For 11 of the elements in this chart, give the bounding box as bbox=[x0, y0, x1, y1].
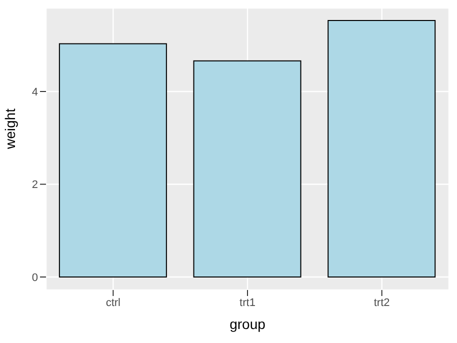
bar bbox=[193, 60, 302, 278]
y-tick-label: 4 bbox=[32, 86, 38, 98]
x-tick-label: trt1 bbox=[240, 296, 256, 309]
x-tick-label: ctrl bbox=[106, 296, 121, 309]
x-tick-label: trt2 bbox=[374, 296, 390, 309]
bar bbox=[328, 20, 436, 278]
y-tick-label: 0 bbox=[32, 272, 38, 284]
y-axis-title: weight bbox=[2, 108, 18, 150]
bar bbox=[58, 43, 167, 278]
y-tick-label: 2 bbox=[32, 179, 38, 192]
x-axis-title: group bbox=[230, 316, 266, 332]
